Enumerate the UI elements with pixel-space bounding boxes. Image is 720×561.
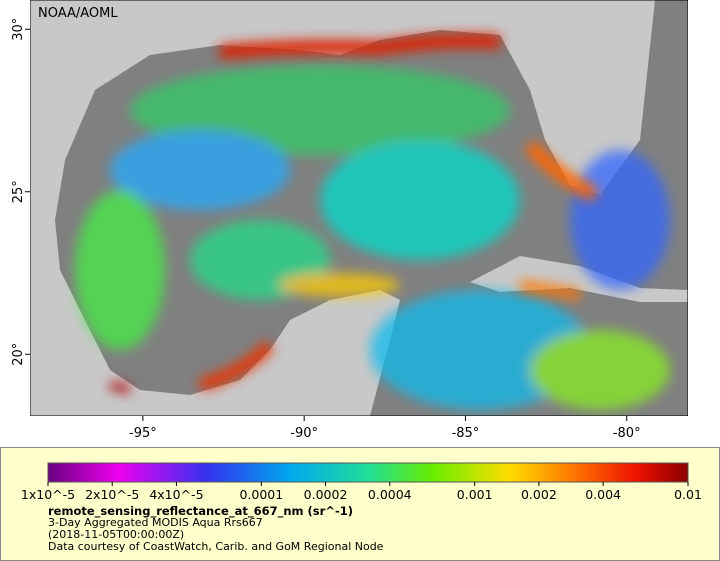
reflectance-field xyxy=(75,65,670,410)
colorbar-tick-label: 0.01 xyxy=(674,487,702,502)
time: (2018-11-05T00:00:00Z) xyxy=(48,528,185,541)
product: 3-Day Aggregated MODIS Aqua Rrs667 xyxy=(48,516,263,529)
colorbar-tick-label: 1x10^-5 xyxy=(21,487,75,502)
x-tick-label: -90° xyxy=(290,426,318,441)
colorbar-tick-label: 0.001 xyxy=(457,487,493,502)
credit: NOAA/AOML xyxy=(38,6,118,21)
colorbar-tick-label: 4x10^-5 xyxy=(149,487,203,502)
source: Data courtesy of CoastWatch, Carib. and … xyxy=(48,540,384,553)
y-tick-label: 30° xyxy=(11,18,26,41)
x-tick-label: -80° xyxy=(613,426,641,441)
colorbar: 1x10^-5 2x10^-5 4x10^-5 0.0001 0.0002 0.0004 0… xyxy=(21,462,702,502)
variable-name: remote_sensing_reflectance_at_667_nm (sr… xyxy=(48,504,353,518)
colorbar-tick-label: 0.0004 xyxy=(368,487,412,502)
y-tick-label: 25° xyxy=(11,180,26,203)
x-tick-label: -95° xyxy=(129,426,157,441)
coastal-high-values xyxy=(109,33,599,394)
y-tick-label: 20° xyxy=(11,343,26,366)
map-area xyxy=(30,0,688,416)
colorbar-tick-label: 0.004 xyxy=(585,487,621,502)
colorbar-tick-label: 2x10^-5 xyxy=(85,487,139,502)
x-tick-label: -85° xyxy=(452,426,480,441)
colorbar-ramp xyxy=(47,462,689,483)
colorbar-tick-label: 0.0001 xyxy=(239,487,283,502)
colorbar-tick-label: 0.002 xyxy=(521,487,557,502)
map-figure: NOAA/AOML -95° -90° -85° -80° 30° 25° 20° xyxy=(11,0,688,441)
colorbar-tick-label: 0.0002 xyxy=(304,487,348,502)
